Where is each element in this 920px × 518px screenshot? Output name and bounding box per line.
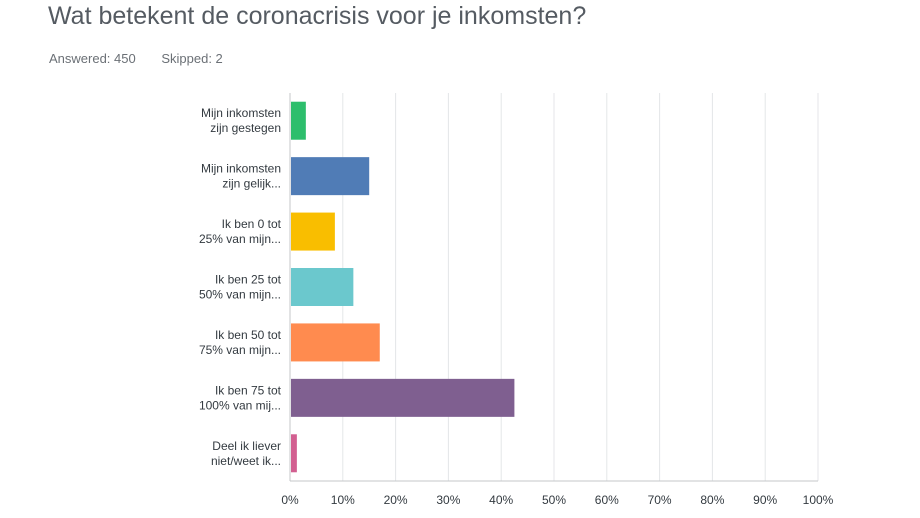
category-label: Mijn inkomsten zijn gestegen (201, 106, 281, 135)
x-tick-label: 90% (753, 493, 777, 507)
x-axis-ticks: 0% 10% 20% 30% 40% 50% 60% 70% 80% 90% 100% (281, 493, 833, 507)
chart-bars (291, 101, 515, 473)
category-label: Ik ben 75 tot 100% van mij... (199, 383, 282, 412)
x-tick-label: 30% (436, 493, 460, 507)
category-labels: Mijn inkomsten zijn gestegen Mijn inkomste… (199, 106, 282, 468)
category-label: Deel ik liever niet/weet ik... (211, 439, 281, 468)
x-tick-label: 50% (542, 493, 566, 507)
question-title: Wat betekent de coronacrisis voor je ink… (48, 2, 587, 30)
answered-count: Answered: 450 (49, 51, 136, 66)
x-tick-label: 60% (595, 493, 619, 507)
x-tick-label: 0% (281, 493, 299, 507)
skipped-count: Skipped: 2 (161, 51, 223, 66)
x-tick-label: 100% (803, 493, 834, 507)
category-label: Ik ben 25 tot 50% van mijn... (199, 273, 282, 302)
category-label: Ik ben 50 tot 75% van mijn... (199, 328, 282, 357)
response-stats: Answered: 450 Skipped: 2 (49, 51, 245, 66)
bar (291, 268, 354, 306)
chart-grid (289, 93, 819, 482)
x-tick-label: 20% (384, 493, 408, 507)
x-tick-label: 10% (331, 493, 355, 507)
x-tick-label: 40% (489, 493, 513, 507)
x-tick-label: 80% (700, 493, 724, 507)
x-tick-label: 70% (648, 493, 672, 507)
bar (291, 212, 335, 251)
category-label: Ik ben 0 tot 25% van mijn... (199, 217, 282, 246)
bar (291, 157, 370, 196)
bar (291, 101, 306, 140)
bar (291, 434, 297, 473)
category-label: Mijn inkomsten zijn gelijk... (201, 162, 281, 191)
bar (291, 378, 515, 417)
bar (291, 323, 380, 362)
